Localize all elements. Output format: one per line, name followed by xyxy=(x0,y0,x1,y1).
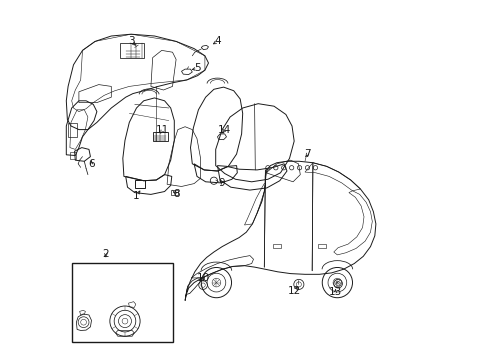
Text: 9: 9 xyxy=(219,178,225,188)
Text: 3: 3 xyxy=(127,36,134,46)
Bar xyxy=(72,263,172,342)
Text: 10: 10 xyxy=(196,273,209,283)
Text: 5: 5 xyxy=(194,63,201,73)
Text: 8: 8 xyxy=(172,189,179,199)
Bar xyxy=(120,43,143,58)
Text: 2: 2 xyxy=(102,249,109,259)
Text: 4: 4 xyxy=(214,36,221,46)
Text: 6: 6 xyxy=(88,159,95,169)
Text: 1: 1 xyxy=(133,191,140,201)
Bar xyxy=(70,152,76,159)
Text: 13: 13 xyxy=(328,287,341,297)
Bar xyxy=(134,180,144,188)
Text: 7: 7 xyxy=(304,149,310,159)
Text: 11: 11 xyxy=(156,125,169,135)
Text: 12: 12 xyxy=(288,286,301,296)
Text: 14: 14 xyxy=(218,125,231,135)
Bar xyxy=(152,132,167,141)
Bar xyxy=(318,244,325,248)
Bar xyxy=(170,190,178,195)
Bar xyxy=(273,244,281,248)
Bar xyxy=(68,123,77,137)
